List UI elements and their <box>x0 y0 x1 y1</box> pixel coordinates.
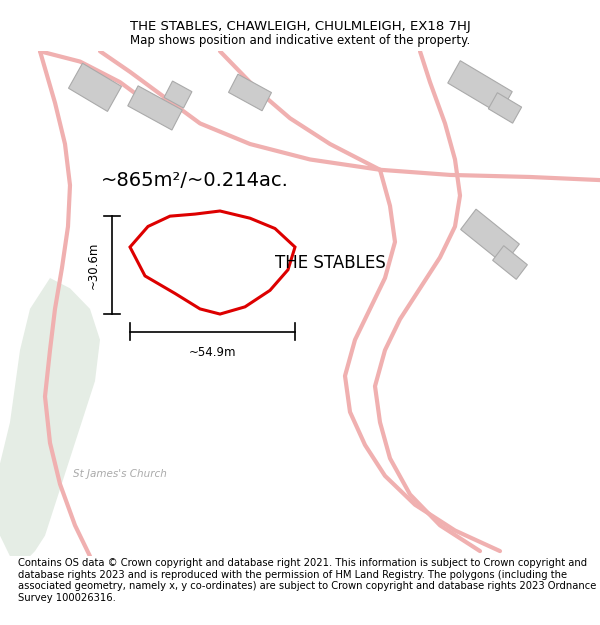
Text: ~54.9m: ~54.9m <box>189 346 236 359</box>
Text: St James's Church: St James's Church <box>73 469 167 479</box>
Polygon shape <box>164 81 192 108</box>
Text: ~865m²/~0.214ac.: ~865m²/~0.214ac. <box>101 171 289 189</box>
Text: THE STABLES: THE STABLES <box>275 254 385 271</box>
Polygon shape <box>68 63 121 111</box>
Polygon shape <box>461 209 520 264</box>
Polygon shape <box>229 74 271 111</box>
Polygon shape <box>488 92 521 123</box>
Text: ~30.6m: ~30.6m <box>87 241 100 289</box>
Text: Contains OS data © Crown copyright and database right 2021. This information is : Contains OS data © Crown copyright and d… <box>18 558 596 603</box>
Polygon shape <box>128 86 182 130</box>
Text: THE STABLES, CHAWLEIGH, CHULMLEIGH, EX18 7HJ: THE STABLES, CHAWLEIGH, CHULMLEIGH, EX18… <box>130 21 470 33</box>
Polygon shape <box>0 278 100 556</box>
Polygon shape <box>493 246 527 279</box>
Polygon shape <box>448 61 512 114</box>
Text: Map shows position and indicative extent of the property.: Map shows position and indicative extent… <box>130 34 470 47</box>
